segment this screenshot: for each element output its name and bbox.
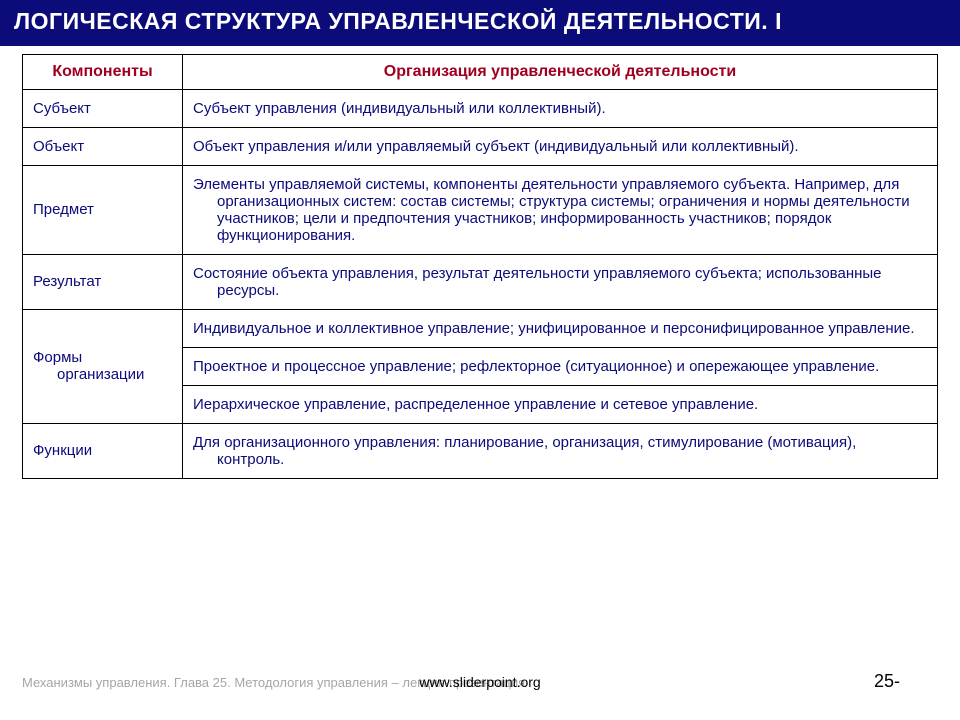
table-row: ФормыорганизацииИндивидуальное и коллект… [23, 309, 938, 347]
slide-title: ЛОГИЧЕСКАЯ СТРУКТУРА УПРАВЛЕНЧЕСКОЙ ДЕЯТ… [14, 8, 946, 36]
table-row: ФункцииДля организационного управления: … [23, 423, 938, 478]
cell-description: Проектное и процессное управление; рефле… [183, 347, 938, 385]
title-band: ЛОГИЧЕСКАЯ СТРУКТУРА УПРАВЛЕНЧЕСКОЙ ДЕЯТ… [0, 0, 960, 46]
main-table: Компоненты Организация управленческой де… [22, 54, 938, 479]
table-row: РезультатСостояние объекта управления, р… [23, 254, 938, 309]
cell-description: Субъект управления (индивидуальный или к… [183, 89, 938, 127]
table-header-row: Компоненты Организация управленческой де… [23, 54, 938, 89]
cell-description: Для организационного управления: планиро… [183, 423, 938, 478]
cell-description: Элементы управляемой системы, компоненты… [183, 165, 938, 254]
cell-component: Субъект [23, 89, 183, 127]
table-row: СубъектСубъект управления (индивидуальны… [23, 89, 938, 127]
cell-description: Объект управления и/или управляемый субъ… [183, 127, 938, 165]
cell-description: Индивидуальное и коллективное управление… [183, 309, 938, 347]
table-body: СубъектСубъект управления (индивидуальны… [23, 89, 938, 478]
table-row: ПредметЭлементы управляемой системы, ком… [23, 165, 938, 254]
watermark: www.sliderpoint.org [419, 674, 540, 690]
cell-component: Функции [23, 423, 183, 478]
slide: ЛОГИЧЕСКАЯ СТРУКТУРА УПРАВЛЕНЧЕСКОЙ ДЕЯТ… [0, 0, 960, 720]
cell-component: Объект [23, 127, 183, 165]
cell-component: Предмет [23, 165, 183, 254]
cell-component: Формыорганизации [23, 309, 183, 423]
table-row: ОбъектОбъект управления и/или управляемы… [23, 127, 938, 165]
cell-description: Иерархическое управление, распределенное… [183, 385, 938, 423]
cell-description: Состояние объекта управления, результат … [183, 254, 938, 309]
page-number: 25- [874, 671, 900, 692]
header-organization: Организация управленческой деятельности [183, 54, 938, 89]
header-components: Компоненты [23, 54, 183, 89]
content-area: Компоненты Организация управленческой де… [0, 46, 960, 479]
cell-component: Результат [23, 254, 183, 309]
